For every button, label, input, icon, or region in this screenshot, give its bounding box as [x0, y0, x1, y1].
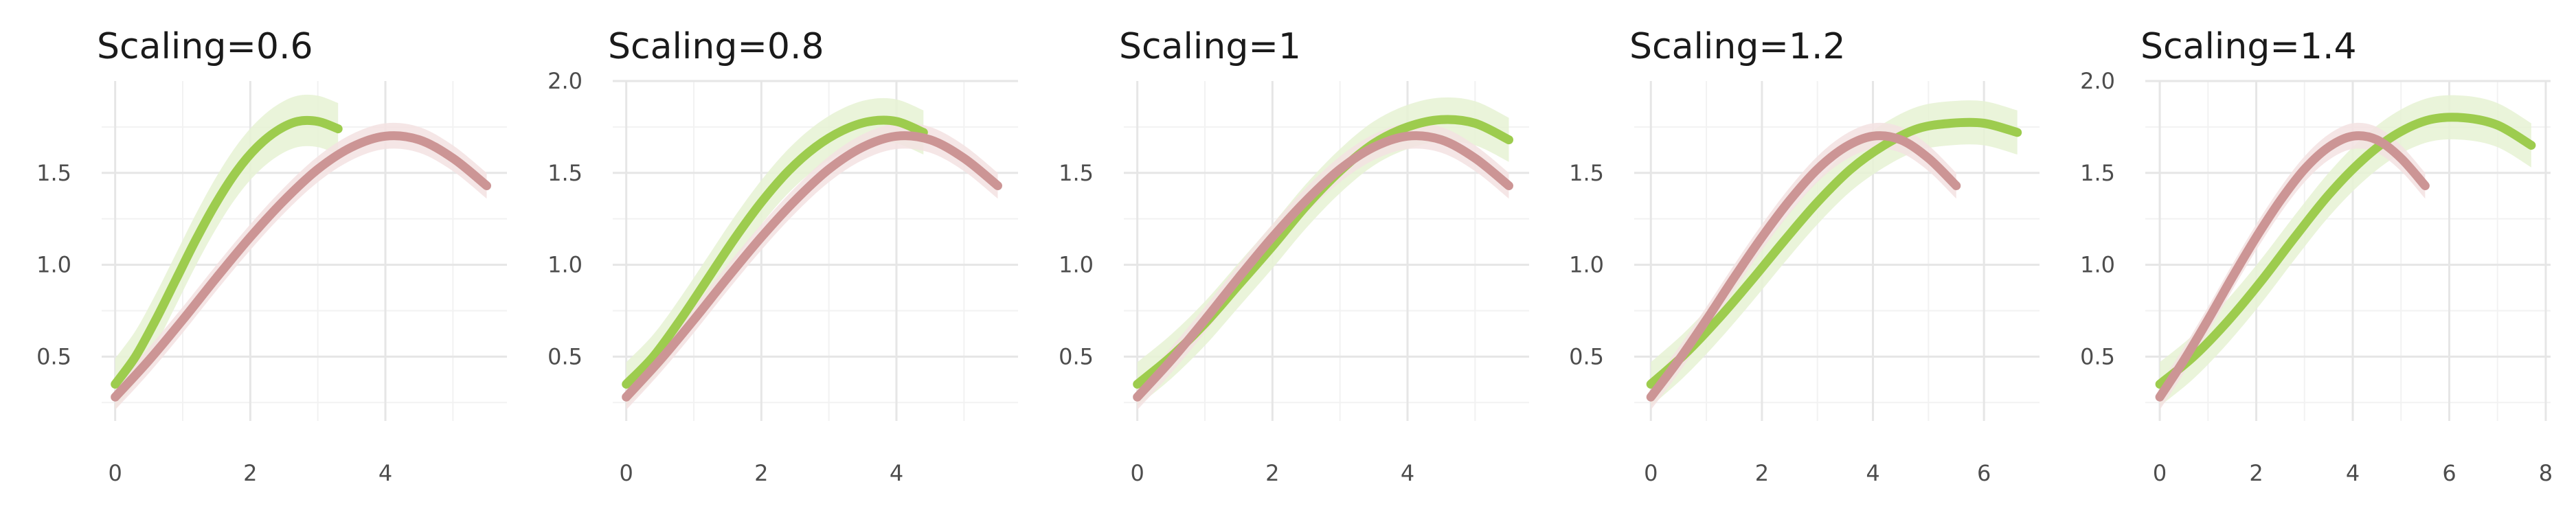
x-tick-label: 2: [2249, 460, 2263, 486]
facet-panel-1: Scaling=0.6 0.5 1.0 1.5 0 2 4: [36, 26, 507, 486]
series-line-pink: [622, 131, 1002, 402]
x-tick-label: 4: [1866, 460, 1879, 486]
y-tick-label: 0.5: [1569, 343, 1604, 369]
series-line-green: [622, 115, 928, 389]
y-tick-label: 0.5: [1059, 343, 1094, 369]
y-tick-label: 1.5: [1569, 160, 1604, 186]
x-tick-label: 4: [2346, 460, 2360, 486]
x-tick-label: 2: [243, 460, 257, 486]
series-line-green: [2155, 113, 2536, 389]
confidence-band-pink: [1651, 122, 1956, 410]
series-line-pink: [1646, 131, 1961, 402]
confidence-band-green: [1651, 100, 2018, 407]
facet-panel-2: Scaling=0.8 0.5 1.0 1.5 2.0 0 2 4: [547, 26, 1018, 486]
x-tick-label: 2: [754, 460, 768, 486]
panel-title: Scaling=1: [1119, 26, 1301, 67]
x-tick-label: 2: [1265, 460, 1279, 486]
x-tick-label: 0: [1130, 460, 1144, 486]
x-tick-label: 0: [2153, 460, 2167, 486]
panel-title: Scaling=0.8: [608, 26, 824, 67]
x-tick-label: 4: [379, 460, 392, 486]
panel-title: Scaling=1.4: [2140, 26, 2357, 67]
y-tick-label: 1.5: [1059, 160, 1094, 186]
x-tick-label: 0: [1644, 460, 1658, 486]
y-tick-label: 1.0: [547, 252, 583, 278]
y-tick-label: 0.5: [547, 343, 583, 369]
y-tick-label: 2.0: [547, 68, 583, 94]
facet-panel-5: Scaling=1.4 0.5 1.0 1.5 2.0 0 2 4 6 8: [2080, 26, 2553, 486]
y-tick-label: 1.5: [547, 160, 583, 186]
y-tick-label: 1.0: [1569, 252, 1604, 278]
x-tick-label: 8: [2539, 460, 2553, 486]
y-tick-label: 0.5: [2080, 343, 2115, 369]
y-tick-label: 1.5: [2080, 160, 2115, 186]
confidence-band-green: [1137, 97, 1509, 407]
series-line-pink: [2155, 131, 2430, 402]
panel-title: Scaling=1.2: [1629, 26, 1846, 67]
panel-title: Scaling=0.6: [97, 26, 313, 67]
y-tick-label: 1.0: [36, 252, 71, 278]
series-line-pink: [111, 131, 491, 402]
y-tick-label: 1.0: [1059, 252, 1094, 278]
series-line-pink: [1133, 131, 1513, 402]
facet-panel-4: Scaling=1.2 0.5 1.0 1.5 0 2 4 6: [1569, 26, 2040, 486]
y-tick-label: 1.0: [2080, 252, 2115, 278]
y-tick-label: 0.5: [36, 343, 71, 369]
facet-panel-3: Scaling=1 0.5 1.0 1.5 0 2 4: [1059, 26, 1529, 486]
x-tick-label: 4: [1401, 460, 1414, 486]
series-line-green: [111, 115, 343, 389]
x-tick-label: 2: [1755, 460, 1769, 486]
x-tick-label: 6: [1977, 460, 1991, 486]
x-tick-label: 4: [890, 460, 903, 486]
y-tick-label: 1.5: [36, 160, 71, 186]
x-tick-label: 0: [108, 460, 122, 486]
y-tick-label: 2.0: [2080, 68, 2115, 94]
x-tick-label: 0: [619, 460, 633, 486]
series-line-green: [1646, 117, 2022, 389]
x-tick-label: 6: [2442, 460, 2456, 486]
